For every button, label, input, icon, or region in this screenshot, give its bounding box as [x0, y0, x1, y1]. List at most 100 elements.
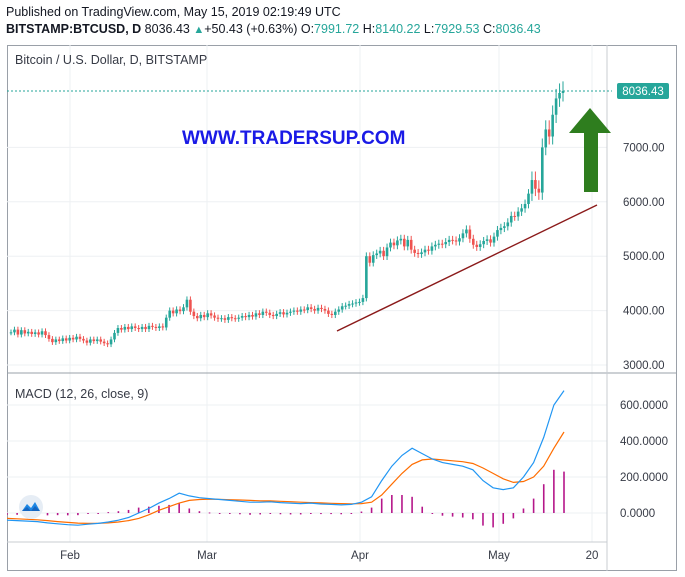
candle: [389, 238, 392, 252]
histogram-bar: [137, 507, 140, 513]
candle: [120, 325, 123, 333]
candle: [371, 251, 375, 267]
candle: [461, 229, 465, 243]
main-title: Bitcoin / U.S. Dollar, D, BITSTAMP: [15, 53, 207, 67]
candle: [523, 199, 527, 213]
histogram-bar: [340, 513, 342, 515]
chart-frame[interactable]: Bitcoin / U.S. Dollar, D, BITSTAMP WWW.T…: [6, 45, 677, 572]
candle: [323, 305, 327, 314]
candle: [396, 236, 399, 250]
candle: [71, 334, 75, 343]
candle: [213, 312, 216, 321]
histogram-bar: [87, 513, 89, 514]
histogram-bar: [421, 506, 424, 513]
close-value: 8036.43: [495, 22, 541, 36]
price-axis[interactable]: 3000.00 4000.00 5000.00 6000.00 7000.00: [623, 142, 665, 372]
candle: [468, 225, 472, 243]
candle: [220, 315, 223, 322]
candle: [406, 235, 410, 251]
candle: [378, 246, 382, 258]
candle: [434, 240, 437, 251]
up-arrow: [569, 108, 611, 192]
candle: [465, 225, 468, 238]
candle: [30, 328, 33, 337]
trendline[interactable]: [336, 204, 598, 332]
histogram-bar: [310, 513, 312, 514]
candle: [75, 333, 78, 343]
histogram-bar: [482, 513, 484, 526]
candle: [554, 88, 558, 123]
candle: [144, 323, 147, 333]
candle: [140, 323, 144, 333]
candle: [133, 323, 137, 331]
tradingview-logo[interactable]: [19, 495, 43, 519]
candle: [265, 308, 268, 316]
candle: [296, 307, 299, 315]
candle: [427, 245, 430, 255]
candle: [237, 314, 240, 322]
histogram-bar: [431, 513, 434, 514]
histogram-bar: [492, 513, 494, 528]
triangle-up-icon: ▲: [193, 24, 205, 36]
candle: [247, 311, 251, 321]
histogram-bar: [56, 513, 59, 516]
candle: [147, 322, 151, 333]
histogram-bar: [461, 513, 464, 518]
macd-histogram: [6, 469, 565, 528]
candle: [33, 329, 37, 337]
candle: [106, 340, 109, 348]
macd-axis[interactable]: 0.0000 200.0000 400.0000 600.0000: [620, 400, 668, 520]
candle: [440, 239, 444, 249]
candle: [20, 327, 23, 338]
candle: [472, 234, 475, 249]
candle: [68, 334, 71, 344]
histogram-bar: [16, 513, 18, 515]
candle: [558, 83, 561, 107]
candle: [199, 311, 203, 322]
candle: [292, 307, 296, 315]
high-value: 8140.22: [375, 22, 421, 36]
candle: [392, 238, 396, 250]
histogram-bar: [208, 512, 211, 514]
candle: [227, 314, 230, 323]
candle: [95, 336, 99, 344]
candle: [216, 314, 220, 322]
candle: [16, 326, 20, 338]
candle: [230, 314, 234, 322]
candle: [289, 308, 292, 316]
histogram-bar: [441, 513, 444, 516]
price-tick-label: 3000.00: [623, 360, 665, 372]
macd-line: [6, 390, 565, 526]
time-axis[interactable]: Feb Mar Apr May 20: [60, 550, 598, 562]
histogram-bar: [330, 513, 332, 515]
candle: [182, 304, 185, 315]
candle: [351, 300, 354, 308]
x-tick-label: Mar: [197, 550, 217, 562]
candle: [444, 238, 447, 249]
candle: [503, 222, 506, 233]
candle: [13, 326, 16, 336]
histogram-bar: [411, 496, 413, 513]
candle: [185, 296, 189, 311]
histogram-bar: [77, 513, 79, 516]
histogram-bar: [451, 513, 454, 517]
candle: [196, 312, 199, 322]
candle: [23, 327, 27, 337]
candle: [354, 299, 358, 307]
candle: [99, 336, 102, 345]
histogram-bar: [97, 513, 99, 514]
candle: [547, 120, 551, 145]
histogram-bar: [117, 511, 120, 513]
histogram-bar: [6, 513, 8, 515]
chart-canvas[interactable]: Bitcoin / U.S. Dollar, D, BITSTAMP WWW.T…: [6, 45, 677, 572]
symbol-label[interactable]: BITSTAMP:BTCUSD, D: [6, 22, 142, 36]
symbol-quote-line: BITSTAMP:BTCUSD, D 8036.43 ▲+50.43 (+0.6…: [6, 21, 676, 39]
candle: [430, 242, 434, 255]
macd-tick-label: 400.0000: [620, 436, 668, 448]
candle: [492, 232, 496, 247]
candle: [206, 310, 209, 321]
histogram-bar: [229, 513, 231, 514]
watermark: WWW.TRADERSUP.COM: [182, 128, 405, 149]
histogram-bar: [158, 505, 160, 513]
candle: [278, 309, 282, 317]
